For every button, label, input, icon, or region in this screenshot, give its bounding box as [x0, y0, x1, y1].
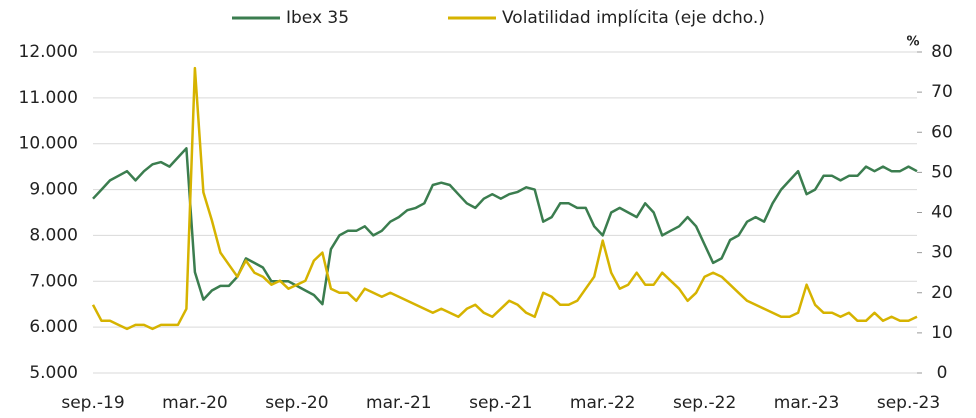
x-tick-label: sep.-21	[469, 393, 532, 413]
y-tick-label: 5.000	[29, 363, 78, 383]
y-tick-label: 9.000	[29, 180, 78, 200]
x-tick-label: mar.-21	[366, 393, 432, 413]
y2-tick-label: 0	[937, 363, 948, 383]
x-tick-label: sep.-19	[61, 393, 124, 413]
x-tick-label: sep.-20	[265, 393, 328, 413]
y2-tick-label: 20	[931, 283, 953, 303]
y-tick-label: 6.000	[29, 317, 78, 337]
y2-tick-label: 60	[931, 122, 953, 142]
legend-label: Ibex 35	[286, 8, 349, 28]
legend-label: Volatilidad implícita (eje dcho.)	[502, 8, 765, 28]
y2-tick-label: 10	[931, 323, 953, 343]
series-line	[92, 147, 918, 306]
x-tick-label: mar.-20	[162, 393, 228, 413]
y2-tick-label: 40	[931, 203, 953, 223]
x-tick-label: mar.-23	[774, 393, 840, 413]
y-tick-label: 12.000	[19, 42, 78, 62]
y2-tick-label: 80	[931, 42, 953, 62]
y-tick-label: 8.000	[29, 225, 78, 245]
series-line	[91, 66, 918, 331]
y-tick-label: 7.000	[29, 271, 78, 291]
y2-tick-label: 50	[931, 162, 953, 182]
x-tick-label: sep.-23	[877, 393, 940, 413]
y2-tick-label: 30	[931, 243, 953, 263]
y2-tick-label: 70	[931, 82, 953, 102]
y-tick-label: 11.000	[19, 88, 78, 108]
x-tick-label: sep.-22	[673, 393, 736, 413]
y2-unit: %	[906, 35, 919, 50]
y-tick-label: 10.000	[19, 134, 78, 154]
x-tick-label: mar.-22	[570, 393, 636, 413]
